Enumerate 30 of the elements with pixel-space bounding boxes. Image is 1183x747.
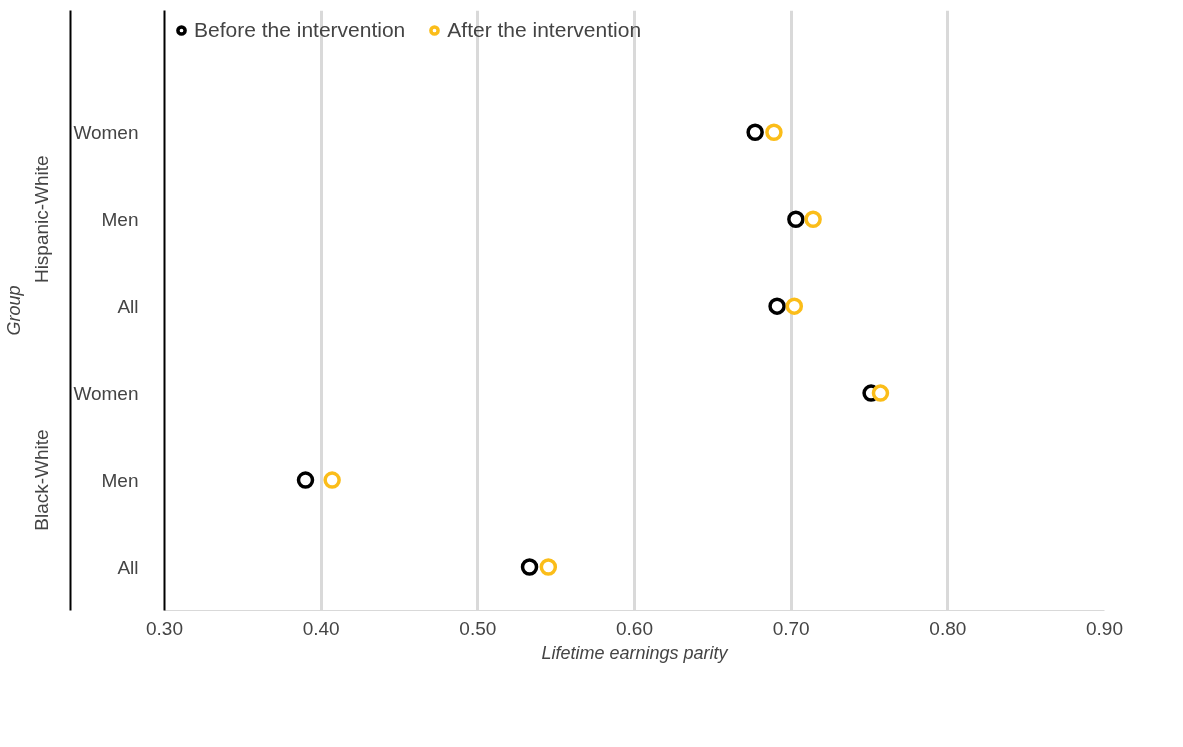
- y-tick-label: Women: [73, 121, 139, 143]
- x-tick-label: 0.80: [929, 617, 967, 639]
- y-axis-title: Group: [3, 285, 24, 336]
- x-tick-label: 0.50: [459, 617, 497, 639]
- x-tick-label: 0.70: [772, 617, 810, 639]
- point: [323, 471, 341, 489]
- point: [804, 210, 822, 228]
- point: [787, 210, 805, 228]
- x-tick-label: 0.90: [1086, 617, 1123, 639]
- point: [520, 558, 539, 576]
- x-tick-label: 0.60: [616, 617, 653, 639]
- y-tick-label: Men: [101, 469, 139, 491]
- y-tick-label: All: [117, 295, 139, 317]
- point: [296, 471, 315, 489]
- x-tick-label: 0.30: [146, 617, 183, 639]
- legend-label: After the intervention: [447, 18, 642, 42]
- x-axis-title: Lifetime earnings parity: [541, 642, 729, 663]
- legend-label: Before the intervention: [194, 18, 406, 42]
- point: [785, 297, 804, 315]
- x-tick-label: 0.40: [302, 617, 340, 639]
- text: Hispanic-White: [31, 155, 53, 284]
- point: [768, 297, 786, 315]
- point: [765, 123, 783, 141]
- y-tick-label: Men: [101, 208, 139, 230]
- point: [539, 558, 558, 576]
- y-tick-label: All: [117, 556, 139, 578]
- point: [746, 123, 764, 141]
- text: Black-White: [31, 429, 53, 531]
- y-tick-label: Women: [73, 382, 139, 404]
- point: [871, 384, 890, 402]
